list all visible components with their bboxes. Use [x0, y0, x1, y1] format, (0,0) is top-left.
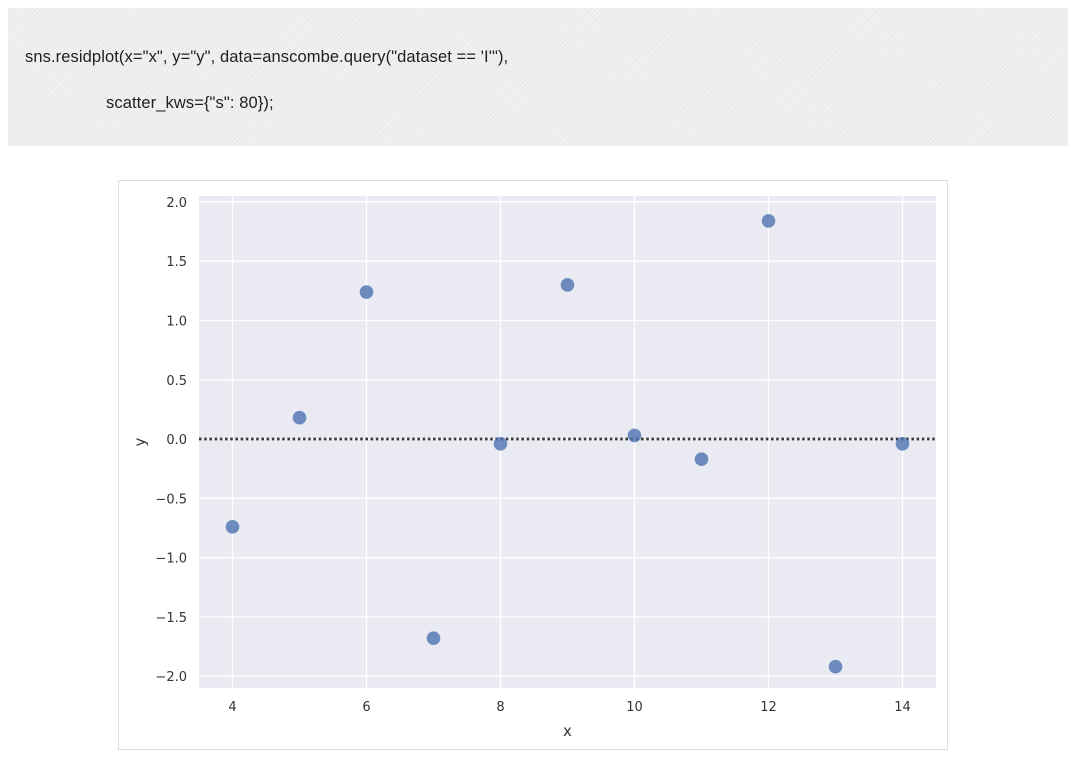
x-tick-label: 14 [894, 700, 911, 715]
y-tick-label: 1.0 [166, 314, 187, 329]
x-tick-label: 6 [362, 700, 370, 715]
y-tick-label: 0.0 [166, 433, 187, 448]
residual-plot-figure: 4 6 8 10 12 14 2.0 1.5 1.0 0.5 0.0 −0.5 −1.0 −1.5 −2.0… [118, 180, 948, 750]
tick-labels: 4 6 8 10 12 14 2.0 1.5 1.0 0.5 0.0 −0.5 −1.0 −1.5 −2.0 [155, 196, 910, 715]
y-tick-label: −1.5 [155, 611, 187, 626]
data-point [426, 631, 441, 646]
x-tick-label: 10 [626, 700, 643, 715]
data-point [761, 214, 776, 228]
data-point [694, 452, 709, 466]
data-point [292, 410, 307, 425]
code-cell: sns.residplot(x="x", y="y", data=anscomb… [8, 8, 1068, 146]
code-line-2: scatter_kws={"s": 80}); [106, 94, 274, 112]
data-point [359, 285, 374, 299]
data-point [828, 659, 843, 674]
y-axis-label: y [131, 437, 149, 446]
x-tick-label: 12 [760, 700, 777, 715]
data-point [560, 278, 575, 292]
data-point [493, 436, 508, 451]
x-axis-label: x [563, 722, 572, 740]
y-tick-label: 1.5 [166, 255, 187, 270]
y-tick-label: −0.5 [155, 492, 187, 507]
data-point [895, 436, 910, 451]
y-tick-label: −2.0 [155, 670, 187, 685]
y-tick-label: −1.0 [155, 552, 187, 567]
data-points [225, 214, 910, 674]
data-point [627, 428, 642, 443]
y-tick-label: 2.0 [166, 196, 187, 211]
y-tick-label: 0.5 [166, 374, 187, 389]
residual-plot-chart: 4 6 8 10 12 14 2.0 1.5 1.0 0.5 0.0 −0.5 −1.0 −1.5 −2.0… [131, 196, 936, 740]
x-tick-label: 4 [228, 700, 236, 715]
code-line-1: sns.residplot(x="x", y="y", data=anscomb… [25, 48, 509, 66]
x-tick-label: 8 [496, 700, 504, 715]
plot-area [199, 196, 936, 688]
data-point [225, 519, 240, 534]
